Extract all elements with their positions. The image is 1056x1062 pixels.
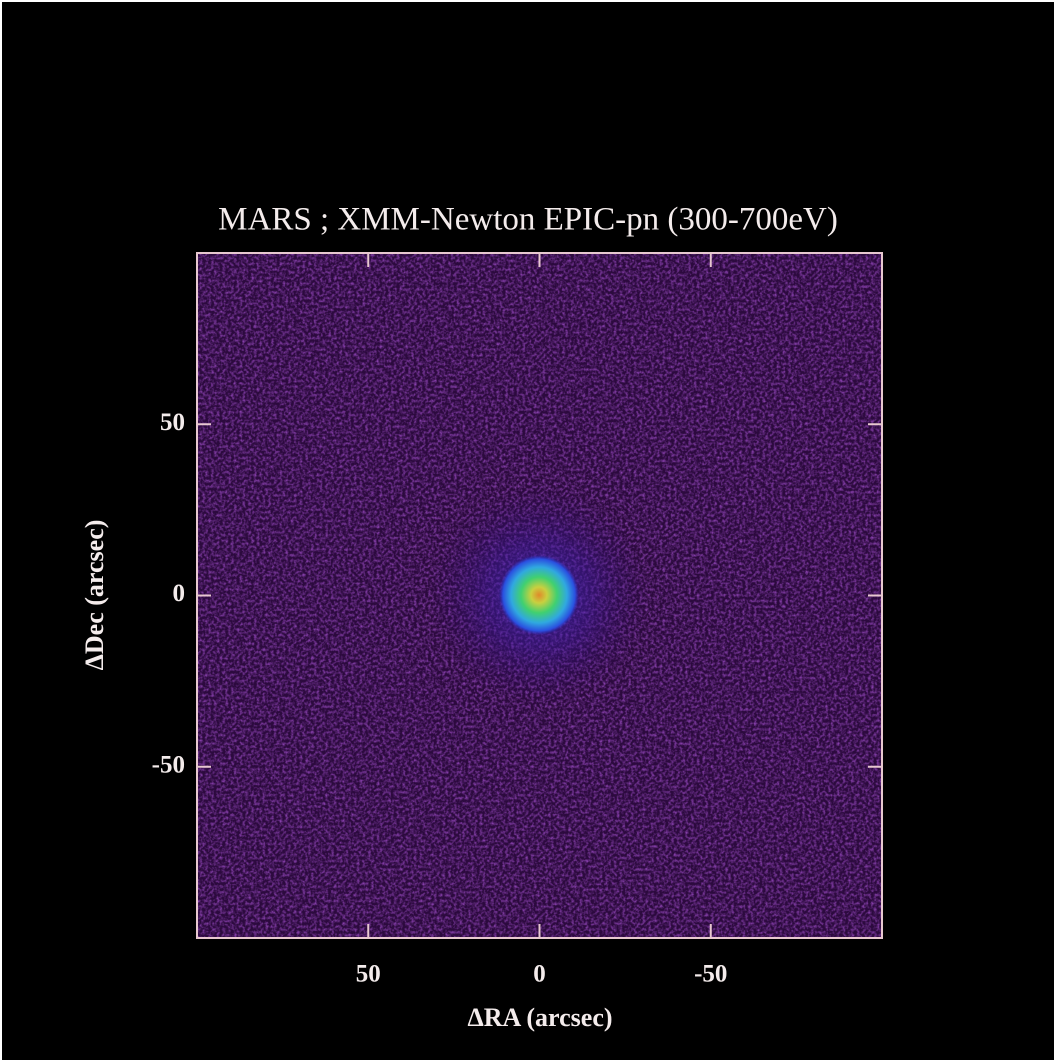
- y-tick-label: 50: [160, 409, 185, 436]
- x-tick-label: 50: [356, 961, 381, 988]
- y-tick-label: -50: [152, 751, 185, 778]
- x-tick-label: 0: [533, 961, 546, 988]
- chart-title: MARS ; XMM-Newton EPIC-pn (300-700eV): [218, 202, 838, 238]
- y-axis-label: ΔDec (arcsec): [80, 520, 109, 671]
- x-tick-label: -50: [694, 961, 727, 988]
- y-tick-label: 0: [173, 580, 186, 607]
- image: [197, 253, 882, 938]
- source-core: [499, 555, 579, 635]
- x-axis-label: ΔRA (arcsec): [467, 1003, 612, 1032]
